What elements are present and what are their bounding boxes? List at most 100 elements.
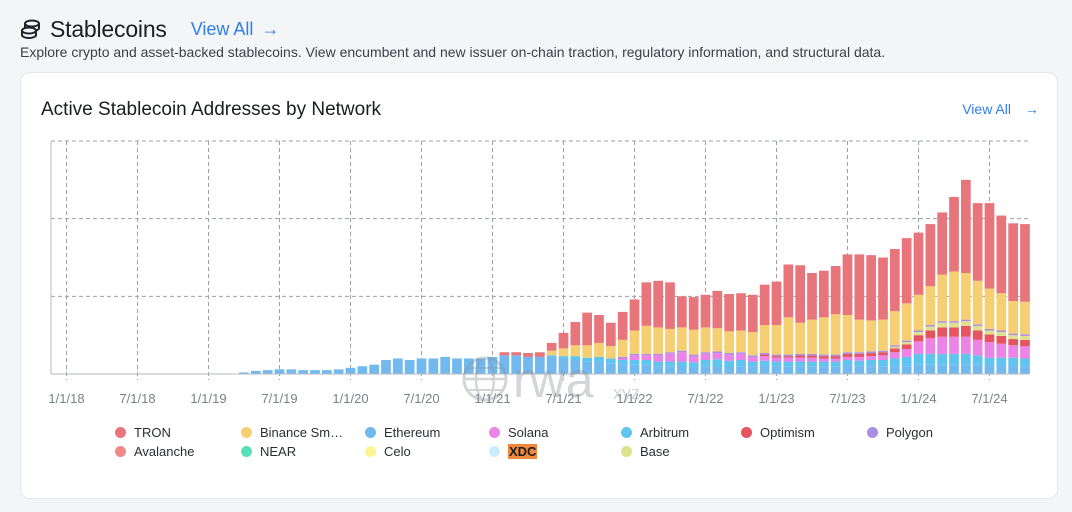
legend-item-avalanche[interactable]: Avalanche [115,444,194,459]
bar-segment [629,355,640,361]
bar-segment [949,364,959,374]
legend-label: Ethereum [384,425,441,440]
bar-segment [818,270,829,318]
bar-segment [594,356,604,362]
bar-segment [925,338,936,354]
bar-segment [878,352,888,356]
bar-segment [499,355,510,374]
bar-segment [949,321,959,323]
bar-segment [795,357,806,362]
bar-segment [641,355,652,361]
bar-segment [807,366,817,374]
bar-segment [972,203,983,281]
bar-segment [523,356,533,374]
bar-segment [972,324,983,326]
legend-label: Avalanche [134,444,195,459]
legend-swatch [489,446,500,457]
bar-segment [747,332,758,356]
legend-label: NEAR [260,444,297,459]
bar-segment [546,356,557,374]
bar-segment [913,294,924,331]
view-all-stablecoins-link[interactable]: View All → [191,19,280,40]
bar-segment [830,266,841,315]
bar-segment [676,327,687,351]
legend-item-base[interactable]: Base [621,444,670,459]
legend-item-xdc[interactable]: XDC [489,444,538,459]
legend-label: Binance Sm… [260,425,344,440]
bar-segment [937,353,948,365]
bar-segment [878,257,888,320]
legend-item-tron[interactable]: TRON [115,425,171,440]
legend-item-solana[interactable]: Solana [489,425,548,440]
bar-segment [972,330,983,340]
legend-label: Solana [508,425,549,440]
view-all-label: View All [962,101,1011,117]
bar-segment [783,366,794,374]
legend-item-arbitrum[interactable]: Arbitrum [621,425,689,440]
bar-segment [960,321,971,326]
legend-item-polygon[interactable]: Polygon [867,425,933,440]
bar-segment [807,361,817,367]
x-tick-label: 7/1/21 [545,391,581,406]
legend-label: Polygon [886,425,933,440]
bar-segment [404,360,415,374]
bar-segment [298,370,309,374]
bar-segment [996,293,1007,331]
bar-segment [842,356,853,361]
bar-segment [901,340,912,343]
bar-segment [783,317,794,355]
bar-segment [996,335,1007,344]
bar-segment [842,353,853,357]
bar-segment [759,284,770,326]
bar-segment [878,355,888,361]
bar-segment [688,297,699,330]
bar-segment [830,358,841,362]
bar-segment [1020,358,1030,367]
legend-item-near[interactable]: NEAR [241,444,296,459]
bar-segment [949,336,959,354]
bar-segment [617,364,628,374]
legend-item-binance-sm[interactable]: Binance Sm… [241,425,343,440]
bar-segment [795,361,806,367]
bar-segment [369,364,380,374]
legend-item-optimism[interactable]: Optimism [741,425,815,440]
legend-swatch [241,427,252,438]
bar-segment [996,332,1007,336]
arrow-right-icon: → [1025,101,1039,117]
bar-segment [972,364,983,374]
bar-segment [676,352,687,362]
legend-item-celo[interactable]: Celo [365,444,411,459]
bar-segment [747,361,758,367]
chart-card: 1/1/18 7/1/18 1/1/19 7/1/19 1/1/20 7/1/20 1/1/… [20,72,1058,499]
bar-segment [712,290,723,329]
bar-segment [440,356,451,374]
bar-segment [724,294,735,332]
bar-segment [759,325,770,354]
bar-segment [889,248,900,312]
legend-swatch [621,446,632,457]
legend-swatch [365,427,376,438]
bar-segment [724,367,735,374]
bar-segment [641,282,652,326]
bar-segment [605,346,616,359]
bar-segment [984,342,995,358]
bar-segment [511,355,522,374]
bar-segment [558,332,569,349]
bar-segment [854,254,865,320]
bar-segment [736,353,746,361]
bar-segment [783,361,794,367]
bar-segment [676,296,687,328]
bar-segment [747,355,758,357]
bar-segment [937,322,948,328]
bar-segment [759,353,770,355]
x-tick-label: 7/1/22 [687,391,723,406]
rwa-xyz-watermark: rwa xyz [462,355,640,405]
bar-segment [546,355,557,357]
legend-item-ethereum[interactable]: Ethereum [365,425,440,440]
bar-segment [558,348,569,357]
bar-segment [499,352,510,356]
bar-segment [1008,335,1019,340]
view-all-chart-link[interactable]: View All → [962,101,1039,117]
bar-segment [913,332,924,336]
bar-segment [972,355,983,365]
